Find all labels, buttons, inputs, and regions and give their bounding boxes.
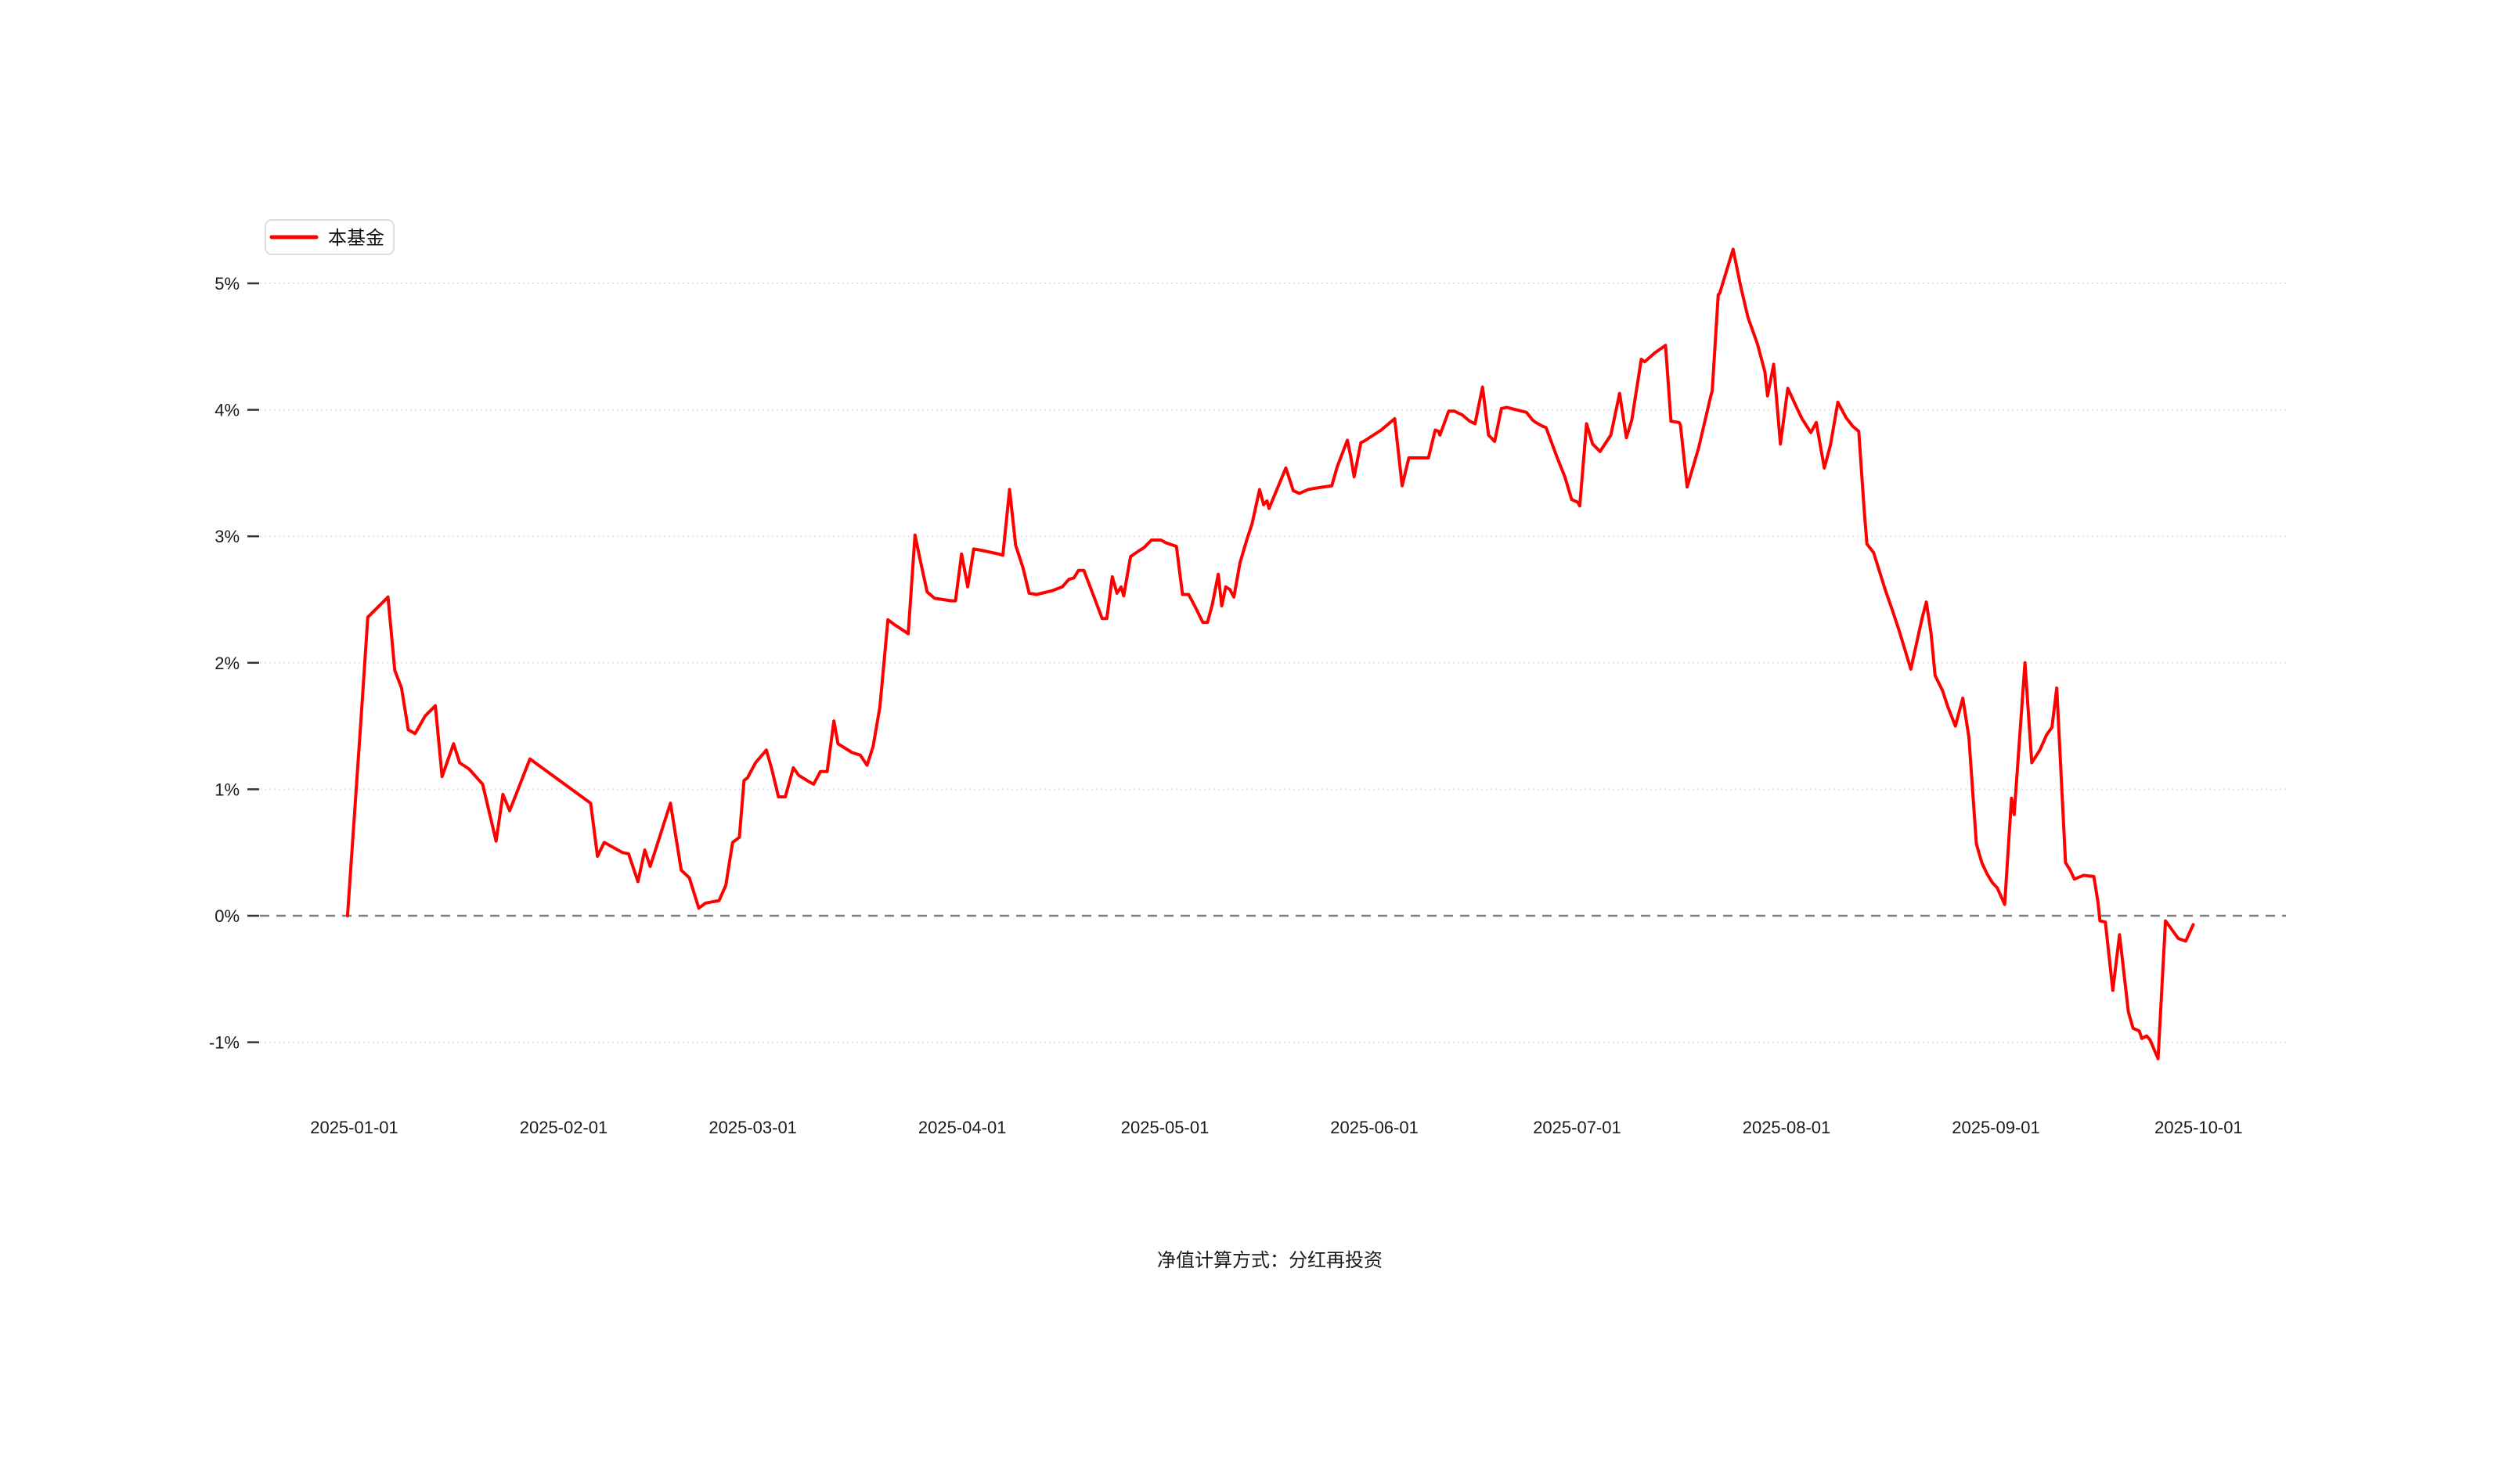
legend[interactable]: 本基金 bbox=[265, 219, 395, 255]
x-axis-label: 2025-09-01 bbox=[1952, 1118, 2040, 1137]
legend-box bbox=[265, 219, 395, 255]
y-axis-ticks bbox=[247, 282, 259, 1043]
x-axis-label: 2025-01-01 bbox=[310, 1118, 398, 1137]
y-axis-label: 5% bbox=[215, 274, 240, 294]
series-line-fund[interactable] bbox=[345, 247, 2195, 1061]
y-axis-label: 3% bbox=[215, 527, 240, 546]
y-axis-label: -1% bbox=[209, 1033, 240, 1053]
x-axis-label: 2025-07-01 bbox=[1533, 1118, 1621, 1137]
legend-label: 本基金 bbox=[328, 228, 384, 249]
gridlines bbox=[260, 283, 2286, 1043]
x-axis-labels: 2025-01-01 2025-02-01 2025-03-01 2025-04-01… bbox=[310, 1118, 2242, 1137]
x-axis-label: 2025-10-01 bbox=[2154, 1118, 2243, 1137]
x-axis-label: 2025-06-01 bbox=[1330, 1118, 1419, 1137]
x-axis-label: 2025-05-01 bbox=[1121, 1118, 1210, 1137]
y-axis-label: 0% bbox=[215, 906, 240, 926]
y-axis-label: 2% bbox=[215, 654, 240, 673]
x-axis-label: 2025-03-01 bbox=[708, 1118, 797, 1137]
x-axis-label: 2025-04-01 bbox=[918, 1118, 1007, 1137]
y-axis-labels: 5% 4% 3% 2% 1% 0% -1% bbox=[209, 274, 240, 1053]
footnote-nav-calc-method: 净值计算方式：分红再投资 bbox=[1157, 1250, 1383, 1271]
x-axis-label: 2025-02-01 bbox=[520, 1118, 608, 1137]
y-axis-label: 4% bbox=[215, 401, 240, 420]
y-axis-label: 1% bbox=[215, 780, 240, 799]
x-axis-label: 2025-08-01 bbox=[1743, 1118, 1831, 1137]
